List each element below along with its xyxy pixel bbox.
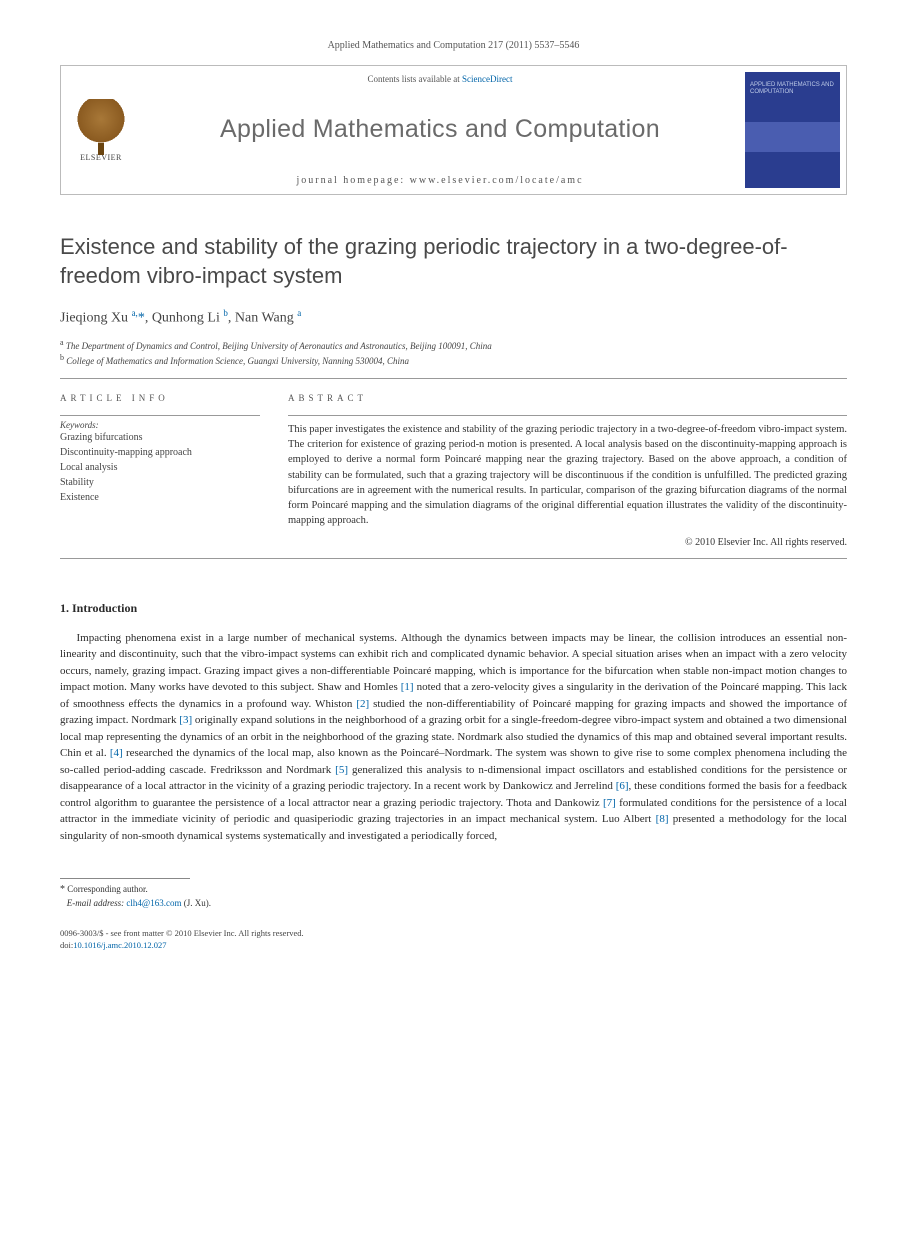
info-abstract-row: ARTICLE INFO Keywords: Grazing bifurcati… <box>60 393 847 548</box>
journal-name: Applied Mathematics and Computation <box>151 115 729 144</box>
issn-line: 0096-3003/$ - see front matter © 2010 El… <box>60 928 304 938</box>
doi-label: doi: <box>60 940 73 950</box>
divider-bottom <box>60 558 847 559</box>
citation-ref[interactable]: [7] <box>603 797 616 809</box>
publisher-logo: ELSEVIER <box>61 66 141 194</box>
email-person: (J. Xu). <box>184 898 211 908</box>
section-heading-intro: 1. Introduction <box>60 601 847 616</box>
cover-band-decoration <box>745 122 840 152</box>
author-email-link[interactable]: clh4@163.com <box>126 898 181 908</box>
abstract-text: This paper investigates the existence an… <box>288 415 847 529</box>
cover-title-text: APPLIED MATHEMATICS AND COMPUTATION <box>750 82 835 96</box>
keyword-item: Local analysis <box>60 460 260 475</box>
article-title: Existence and stability of the grazing p… <box>60 233 847 290</box>
journal-header-box: ELSEVIER Contents lists available at Sci… <box>60 65 847 195</box>
contents-available-line: Contents lists available at ScienceDirec… <box>151 74 729 84</box>
divider-top <box>60 378 847 379</box>
asterisk-icon: * <box>60 884 65 895</box>
keywords-list: Grazing bifurcationsDiscontinuity-mappin… <box>60 430 260 505</box>
intro-paragraph: Impacting phenomena exist in a large num… <box>60 630 847 845</box>
article-info-label: ARTICLE INFO <box>60 393 260 403</box>
citation-ref[interactable]: [2] <box>356 698 369 710</box>
contents-prefix: Contents lists available at <box>368 74 462 84</box>
affiliation-b: b College of Mathematics and Information… <box>60 352 847 368</box>
journal-homepage: journal homepage: www.elsevier.com/locat… <box>151 175 729 186</box>
journal-cover-thumbnail: APPLIED MATHEMATICS AND COMPUTATION <box>745 72 840 188</box>
page-footer: 0096-3003/$ - see front matter © 2010 El… <box>60 928 847 952</box>
keyword-item: Stability <box>60 475 260 490</box>
affiliations: a The Department of Dynamics and Control… <box>60 337 847 368</box>
keyword-item: Existence <box>60 490 260 505</box>
abstract-column: ABSTRACT This paper investigates the exi… <box>288 393 847 548</box>
abstract-label: ABSTRACT <box>288 393 847 403</box>
citation-ref[interactable]: [5] <box>335 764 348 776</box>
corresponding-label: Corresponding author. <box>67 884 148 894</box>
corresponding-author-footnote: * Corresponding author. E-mail address: … <box>60 883 847 910</box>
sciencedirect-link[interactable]: ScienceDirect <box>462 74 512 84</box>
citation-ref[interactable]: [3] <box>179 714 192 726</box>
running-citation: Applied Mathematics and Computation 217 … <box>60 40 847 51</box>
keyword-item: Grazing bifurcations <box>60 430 260 445</box>
header-middle: Contents lists available at ScienceDirec… <box>141 66 739 194</box>
elsevier-tree-icon <box>76 99 126 149</box>
citation-ref[interactable]: [1] <box>401 681 414 693</box>
keyword-item: Discontinuity-mapping approach <box>60 445 260 460</box>
citation-ref[interactable]: [8] <box>656 813 669 825</box>
author-list: Jieqiong Xu a,*, Qunhong Li b, Nan Wang … <box>60 308 847 327</box>
keywords-label: Keywords: <box>60 415 260 430</box>
citation-ref[interactable]: [6] <box>616 780 629 792</box>
email-label: E-mail address: <box>67 898 124 908</box>
doi-link[interactable]: 10.1016/j.amc.2010.12.027 <box>73 940 166 950</box>
affiliation-a: a The Department of Dynamics and Control… <box>60 337 847 353</box>
article-info-column: ARTICLE INFO Keywords: Grazing bifurcati… <box>60 393 260 548</box>
citation-ref[interactable]: [4] <box>110 747 123 759</box>
footnote-separator <box>60 878 190 879</box>
abstract-copyright: © 2010 Elsevier Inc. All rights reserved… <box>288 537 847 548</box>
